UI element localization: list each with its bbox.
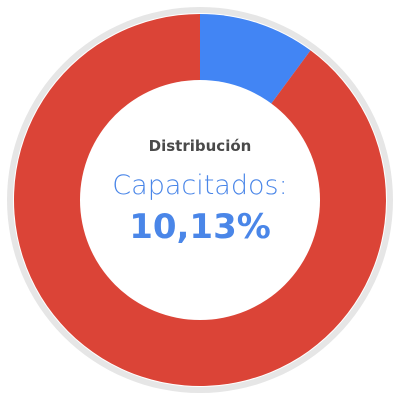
chart-subtitle: Capacitados: — [112, 170, 288, 201]
donut-hole — [80, 80, 320, 320]
chart-value-label: 10,13% — [129, 207, 271, 247]
chart-title: Distribución — [148, 137, 252, 155]
